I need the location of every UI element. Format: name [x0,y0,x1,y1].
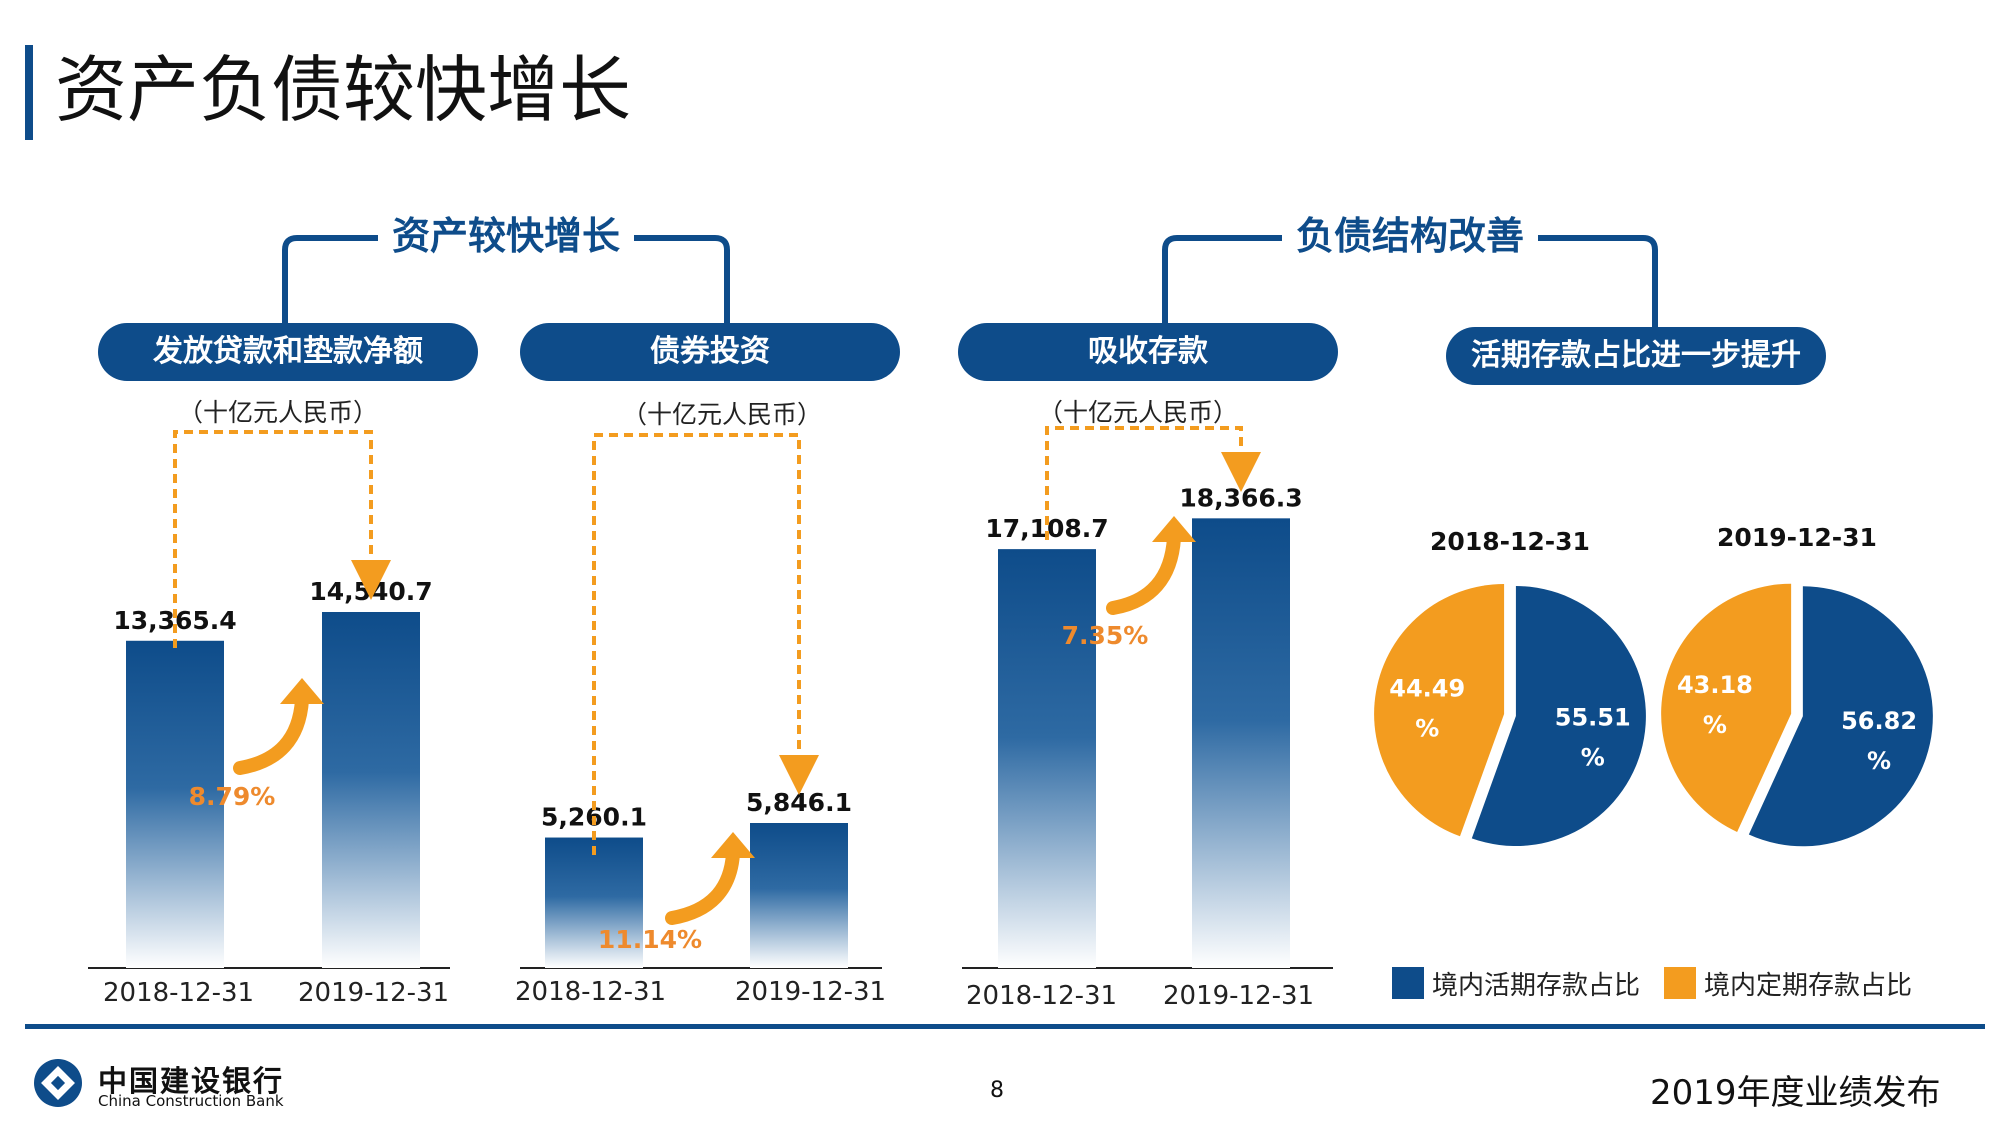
pie-label-unit-2018-1: % [1415,715,1439,743]
pill-bonds: 债券投资 [520,323,900,381]
pie-chart-2019: 2019-12-31 56.82% 43.18% [1661,523,1933,847]
bar-chart-deposits: 17,108.718,366.37.35% [962,426,1333,969]
bracket-arrow-bonds [592,433,819,855]
legend-swatch-time [1664,967,1696,999]
bar-loans-0 [126,640,224,968]
page-number: 8 [990,1078,1004,1103]
unit-bonds: （十亿元人民币） [622,400,823,429]
footer-divider [25,1024,1985,1029]
pie-label-unit-2019-0: % [1867,747,1891,775]
group-title-liabilities: 负债结构改善 [1282,210,1539,262]
cat-loans-2018: 2018-12-31 [103,978,255,1008]
pie-label-2018-0: 55.51 [1555,703,1631,731]
pie-date-2019: 2019-12-31 [1717,523,1877,552]
pie-slice-2019-0 [1748,586,1933,847]
value-label-deposits-1: 18,366.3 [1179,483,1302,512]
pie-slice-2019-1 [1661,583,1792,832]
ccb-logo-icon [34,1059,82,1107]
cat-loans-2019: 2019-12-31 [298,978,450,1008]
pill-loans: 发放贷款和垫款净额 [98,323,478,381]
value-label-loans-1: 14,540.7 [309,577,432,606]
pie-chart-2018: 2018-12-31 55.51% 44.49% [1374,527,1646,847]
value-label-bonds-1: 5,846.1 [746,788,852,817]
pie-label-2018-1: 44.49 [1389,675,1465,703]
growth-arrow-loans [233,693,309,775]
pie-label-unit-2019-1: % [1703,711,1727,739]
bar-bonds-1 [750,823,848,968]
growth-arrow-bonds [665,847,740,925]
pie-slice-2018-1 [1374,583,1505,837]
growth-arrowhead-deposits [1152,516,1196,542]
legend-demand: 境内活期存款占比 [1432,971,1641,1001]
pie-label-unit-2018-0: % [1581,743,1605,771]
event-title: 2019年度业绩发布 [1650,1073,1941,1113]
cat-deposits-2019: 2019-12-31 [1163,981,1315,1011]
unit-loans: （十亿元人民币） [178,398,379,427]
pill-demand-ratio: 活期存款占比进一步提升 [1446,327,1826,385]
pie-date-2018: 2018-12-31 [1430,527,1590,556]
bar-chart-loans: 13,365.414,540.78.79% [88,430,450,969]
bar-deposits-0 [998,549,1096,968]
bar-loans-1 [322,612,420,968]
legend-time: 境内定期存款占比 [1704,971,1913,1001]
pie-slice-2018-0 [1471,586,1646,847]
bar-deposits-1 [1192,518,1290,968]
bank-name-cn: 中国建设银行 [98,1064,285,1098]
pie-label-2019-0: 56.82 [1841,707,1917,735]
bracket-arrow-loans [173,430,391,648]
title-accent-bar [25,45,33,140]
legend-swatch-demand [1392,967,1424,999]
unit-deposits: （十亿元人民币） [1038,398,1239,427]
bar-bonds-0 [545,837,643,968]
group-title-assets: 资产较快增长 [378,210,635,262]
growth-arrowhead-bonds [711,832,755,858]
growth-label-deposits: 7.35% [1062,621,1149,650]
cat-deposits-2018: 2018-12-31 [966,981,1118,1011]
growth-arrow-deposits [1106,531,1181,615]
pill-deposits: 吸收存款 [958,323,1338,381]
cat-bonds-2018: 2018-12-31 [515,977,667,1007]
bank-name-en: China Construction Bank [98,1092,284,1110]
charts-canvas: 13,365.414,540.78.79%5,260.15,846.111.14… [88,426,1933,969]
cat-bonds-2019: 2019-12-31 [735,977,887,1007]
page-title: 资产负债较快增长 [55,48,632,132]
bar-chart-bonds: 5,260.15,846.111.14% [520,433,882,969]
growth-label-loans: 8.79% [189,782,276,811]
pie-label-2019-1: 43.18 [1677,671,1753,699]
growth-arrowhead-loans [280,678,324,704]
growth-label-bonds: 11.14% [598,925,702,954]
